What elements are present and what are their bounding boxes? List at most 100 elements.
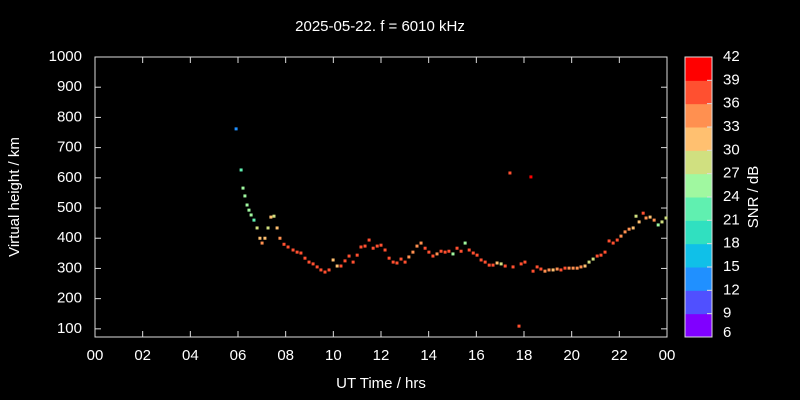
y-tick-label: 200 xyxy=(57,290,82,307)
point xyxy=(619,234,623,238)
point xyxy=(311,262,315,266)
point xyxy=(648,215,652,219)
point xyxy=(637,220,641,224)
point xyxy=(359,245,363,249)
point xyxy=(291,248,295,252)
point xyxy=(331,258,335,262)
point xyxy=(511,265,515,269)
point xyxy=(431,254,435,258)
colorbar-tick-label: 18 xyxy=(723,235,740,252)
point xyxy=(252,218,256,222)
colorbar-block xyxy=(685,103,712,128)
point xyxy=(607,239,611,243)
point xyxy=(355,253,359,257)
point xyxy=(351,260,355,264)
point xyxy=(245,203,249,207)
y-tick-label: 900 xyxy=(57,78,82,95)
point xyxy=(555,267,559,271)
point xyxy=(343,259,347,263)
point xyxy=(508,171,512,175)
point xyxy=(260,241,264,245)
colorbar-tick-label: 24 xyxy=(723,188,740,205)
x-tick-label: 18 xyxy=(516,347,533,364)
colorbar-block xyxy=(685,290,712,315)
point xyxy=(375,244,379,248)
point xyxy=(411,250,415,254)
point xyxy=(269,215,273,219)
point xyxy=(459,249,463,253)
point xyxy=(535,265,539,269)
colorbar-block xyxy=(685,313,712,338)
point xyxy=(241,186,245,190)
point xyxy=(299,251,303,255)
point xyxy=(243,194,247,198)
point xyxy=(303,256,307,260)
point xyxy=(503,264,507,268)
point xyxy=(475,253,479,257)
point xyxy=(499,262,503,266)
point xyxy=(278,236,282,240)
point xyxy=(467,248,471,252)
point xyxy=(282,242,286,246)
point xyxy=(471,251,475,255)
point xyxy=(272,214,276,218)
colorbar-tick-label: 15 xyxy=(723,258,740,275)
point xyxy=(483,260,487,264)
point xyxy=(371,246,375,250)
point xyxy=(603,250,607,254)
colorbar-tick-label: 27 xyxy=(723,165,740,182)
x-tick-label: 02 xyxy=(134,347,151,364)
point xyxy=(660,220,664,224)
point xyxy=(379,243,383,247)
point xyxy=(543,269,547,273)
x-tick-label: 14 xyxy=(420,347,437,364)
x-tick-label: 08 xyxy=(277,347,294,364)
y-tick-label: 400 xyxy=(57,229,82,246)
point xyxy=(463,241,467,245)
y-tick-label: 100 xyxy=(57,320,82,337)
point xyxy=(551,268,555,272)
point xyxy=(559,268,563,272)
point xyxy=(579,265,583,269)
point xyxy=(323,270,327,274)
point xyxy=(423,246,427,250)
point xyxy=(587,260,591,264)
x-tick-label: 20 xyxy=(563,347,580,364)
y-tick-label: 800 xyxy=(57,108,82,125)
point xyxy=(367,238,371,242)
x-tick-label: 00 xyxy=(659,347,676,364)
point xyxy=(266,226,270,230)
point xyxy=(315,265,319,269)
point xyxy=(487,263,491,267)
colorbar-block xyxy=(685,80,712,105)
point xyxy=(407,255,411,259)
point xyxy=(517,324,521,328)
x-tick-label: 12 xyxy=(373,347,390,364)
point xyxy=(519,262,523,266)
y-tick-label: 700 xyxy=(57,139,82,156)
y-tick-label: 300 xyxy=(57,259,82,276)
point xyxy=(591,257,595,261)
colorbar-tick-label: 6 xyxy=(723,324,731,341)
point xyxy=(383,248,387,252)
point xyxy=(627,227,631,231)
point xyxy=(641,211,645,215)
x-tick-label: 00 xyxy=(87,347,104,364)
point xyxy=(347,254,351,258)
x-axis-label: UT Time / hrs xyxy=(336,375,426,392)
point xyxy=(435,252,439,256)
colorbar-tick-label: 30 xyxy=(723,141,740,158)
point xyxy=(255,226,259,230)
point xyxy=(395,261,399,265)
point xyxy=(286,245,290,249)
point xyxy=(615,238,619,242)
y-tick-label: 600 xyxy=(57,169,82,186)
colorbar-block xyxy=(685,173,712,198)
point xyxy=(623,230,627,234)
colorbar-tick-label: 42 xyxy=(723,48,740,65)
point xyxy=(234,127,238,131)
point xyxy=(583,264,587,268)
colorbar-tick-label: 39 xyxy=(723,71,740,88)
x-tick-label: 06 xyxy=(230,347,247,364)
